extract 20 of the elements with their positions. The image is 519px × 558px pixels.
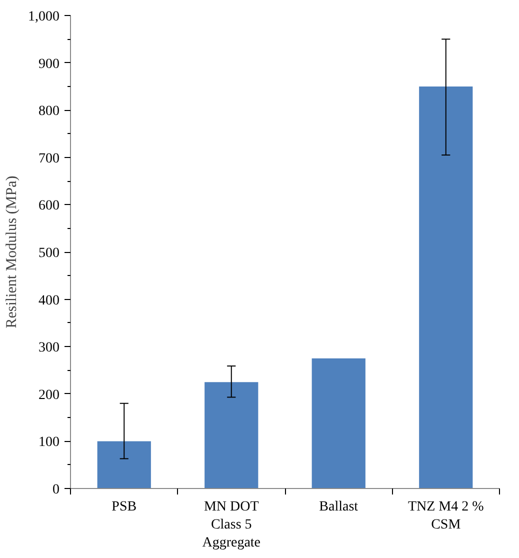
bar	[312, 358, 366, 488]
y-tick-label: 300	[38, 340, 60, 356]
y-tick-label: 500	[38, 246, 60, 261]
y-tick-label: 600	[38, 198, 60, 214]
y-tick-label: 800	[38, 104, 60, 120]
bar	[97, 441, 151, 488]
x-tick-label: Ballast	[319, 500, 358, 514]
y-tick-label: 200	[38, 388, 60, 403]
x-tick-label: PSB	[112, 500, 137, 514]
y-tick-label: 0	[52, 482, 60, 498]
y-tick-label: 100	[38, 435, 60, 450]
y-axis-title: Resilient Modulus (MPa)	[4, 176, 20, 328]
y-tick-label: 1,000	[28, 10, 60, 24]
x-tick-label: MN DOT Class 5 Aggregate	[202, 500, 261, 550]
bar	[419, 86, 473, 488]
y-tick-label: 700	[38, 151, 60, 166]
bar	[204, 382, 258, 488]
x-tick-label: TNZ M4 2 % CSM	[408, 500, 484, 532]
y-tick-label: 900	[38, 56, 60, 72]
y-tick-label: 400	[38, 293, 60, 308]
